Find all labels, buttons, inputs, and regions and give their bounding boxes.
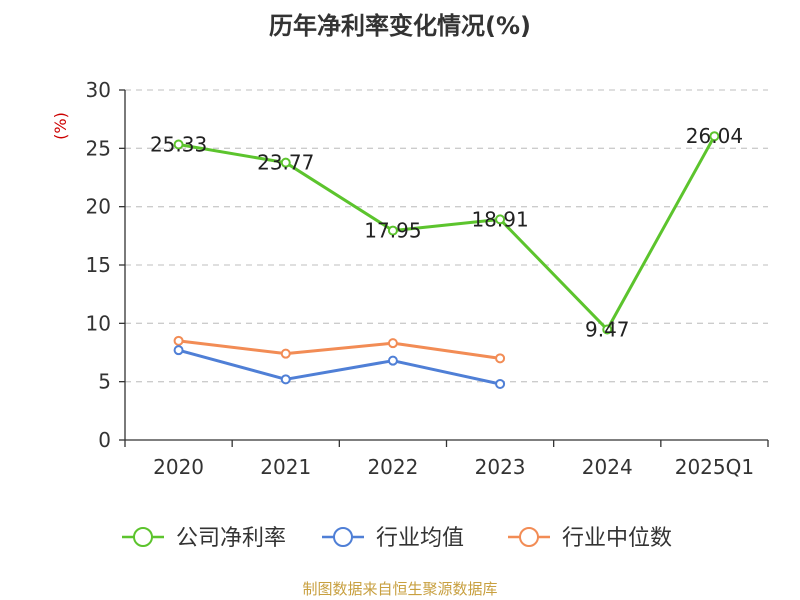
data-label: 26.04: [686, 124, 743, 148]
data-point: [387, 225, 398, 236]
data-point: [173, 335, 184, 346]
y-tick-label: 25: [86, 136, 111, 160]
data-label: 9.47: [585, 318, 630, 342]
data-point: [173, 139, 184, 150]
x-tick-label: 2021: [260, 455, 311, 479]
axes: 0 5 10 15 20 25 30 (%) 2020 2021 2022 2023 2024 2025Q…: [51, 78, 769, 479]
data-point: [173, 345, 184, 356]
chart-title: 历年净利率变化情况(%): [269, 12, 531, 40]
data-point: [495, 353, 506, 364]
y-tick-label: 0: [98, 428, 111, 452]
data-source-note: 制图数据来自恒生聚源数据库: [302, 580, 498, 598]
data-label: 17.95: [364, 219, 421, 243]
data-label: 25.33: [150, 132, 207, 156]
x-tick-label: 2024: [582, 455, 633, 479]
data-point: [495, 214, 506, 225]
series-line: [178, 348, 501, 386]
series-lines: [173, 131, 720, 389]
x-tick-label: 2023: [475, 455, 526, 479]
data-point: [495, 379, 506, 389]
x-tick-label: 2025Q1: [675, 455, 754, 479]
legend-marker[interactable]: [133, 527, 153, 547]
legend-label[interactable]: 行业均值: [376, 526, 464, 551]
data-point: [709, 131, 720, 142]
x-tick-label: 2022: [367, 455, 418, 479]
data-point: [387, 355, 398, 366]
data-point: [280, 157, 291, 168]
y-tick-label: 10: [86, 311, 111, 335]
x-tick-label: 2020: [153, 455, 204, 479]
data-point: [387, 338, 398, 349]
data-point: [602, 324, 613, 335]
grid-lines: [125, 89, 768, 383]
y-tick-label: 20: [86, 195, 111, 219]
legend-label[interactable]: 公司净利率: [176, 526, 286, 551]
legend-label[interactable]: 行业中位数: [562, 526, 672, 551]
y-tick-label: 30: [86, 78, 111, 102]
y-tick-label: 5: [98, 370, 111, 394]
data-labels: 25.33 23.77 17.95 18.91 9.47 26.04: [150, 124, 743, 341]
series-line: [178, 135, 716, 332]
legend[interactable]: 公司净利率 行业均值 行业中位数: [122, 526, 672, 551]
legend-marker[interactable]: [333, 527, 353, 547]
y-tick-label: 15: [86, 253, 111, 277]
y-axis-label: (%): [51, 112, 70, 140]
data-label: 18.91: [471, 207, 528, 231]
data-point: [280, 348, 291, 359]
data-label: 23.77: [257, 151, 314, 175]
data-point: [280, 374, 291, 385]
series-line: [178, 339, 501, 360]
legend-marker[interactable]: [519, 527, 539, 547]
